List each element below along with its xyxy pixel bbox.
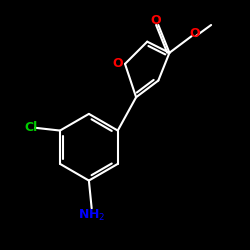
Text: NH$_2$: NH$_2$ <box>78 208 105 223</box>
Text: O: O <box>150 14 161 27</box>
Text: Cl: Cl <box>24 121 38 134</box>
Text: O: O <box>189 27 200 40</box>
Text: O: O <box>113 58 123 70</box>
